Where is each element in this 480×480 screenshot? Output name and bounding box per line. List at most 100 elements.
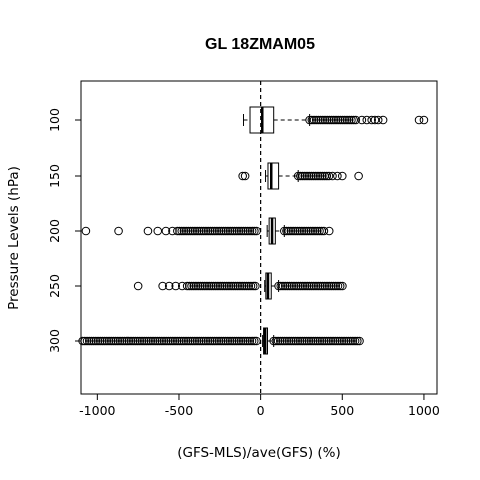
outlier-point: [317, 336, 327, 346]
outlier-point: [291, 336, 300, 346]
outlier-point: [170, 336, 180, 346]
outlier-point: [78, 336, 87, 346]
outlier-point: [283, 281, 292, 291]
outlier-point: [223, 226, 233, 236]
outlier-point: [106, 336, 116, 346]
outlier-point: [311, 281, 321, 291]
outlier-point: [239, 226, 248, 236]
x-tick-label: 1000: [408, 403, 440, 418]
outlier-point: [285, 281, 294, 291]
outlier-point: [204, 281, 214, 291]
outlier-point: [206, 226, 215, 236]
outlier-point: [168, 336, 178, 346]
outlier-point: [133, 281, 143, 291]
plot-frame: [80, 80, 438, 395]
outlier-point: [148, 336, 158, 346]
outlier-point: [124, 336, 134, 346]
outlier-point: [293, 336, 303, 346]
outlier-point: [238, 336, 248, 346]
outlier-point: [199, 336, 208, 346]
outlier-point: [137, 336, 147, 346]
outlier-point: [337, 336, 347, 346]
outlier-point: [234, 336, 244, 346]
outlier-point: [177, 281, 187, 291]
outlier-point: [278, 336, 287, 346]
outlier-point: [195, 226, 204, 236]
x-tick-label: -1000: [79, 403, 115, 418]
outlier-point: [308, 226, 318, 236]
outlier-point: [91, 336, 101, 346]
y-tick-label: 300: [47, 329, 62, 353]
outlier-point: [302, 336, 311, 346]
outlier-point: [302, 281, 312, 291]
outlier-point: [419, 115, 429, 125]
outlier-point: [208, 226, 217, 236]
outlier-point: [166, 336, 175, 346]
outlier-point: [172, 336, 182, 346]
outlier-point: [318, 171, 327, 181]
outlier-point: [336, 115, 345, 125]
outlier-point: [241, 226, 250, 236]
outlier-point: [287, 281, 297, 291]
outlier-point: [211, 281, 221, 291]
outlier-point: [193, 281, 203, 291]
outlier-point: [191, 281, 201, 291]
outlier-point: [308, 336, 318, 346]
outlier-point: [300, 281, 310, 291]
outlier-point: [177, 226, 187, 236]
outlier-point: [199, 226, 209, 236]
outlier-point: [315, 226, 324, 236]
outlier-point: [189, 281, 199, 291]
outlier-point: [146, 336, 156, 346]
outlier-point: [188, 336, 197, 346]
outlier-point: [306, 336, 316, 346]
outlier-point: [143, 226, 153, 236]
outlier-point: [217, 226, 226, 236]
outlier-point: [89, 336, 98, 346]
outlier-point: [322, 336, 331, 346]
outlier-point: [213, 281, 223, 291]
outlier-point: [244, 281, 254, 291]
chart-title: GL 18ZMAM05: [205, 36, 315, 53]
outlier-point: [282, 226, 291, 236]
outlier-point: [201, 226, 211, 236]
outlier-point: [236, 226, 246, 236]
outlier-point: [316, 281, 325, 291]
outlier-point: [220, 281, 229, 291]
outlier-point: [209, 281, 218, 291]
outlier-point: [289, 281, 299, 291]
y-axis-label: Pressure Levels (hPa): [6, 166, 22, 310]
outlier-point: [313, 281, 323, 291]
outlier-point: [414, 115, 424, 125]
outlier-point: [81, 226, 91, 236]
outlier-point: [355, 336, 364, 346]
outlier-point: [280, 336, 289, 346]
outlier-point: [346, 336, 355, 346]
outlier-point: [177, 336, 186, 346]
outlier-point: [335, 336, 344, 346]
outlier-point: [329, 281, 338, 291]
outlier-point: [306, 226, 316, 236]
outlier-point: [242, 281, 251, 291]
outlier-point: [93, 336, 103, 346]
outlier-point: [218, 281, 227, 291]
outlier-point: [144, 336, 153, 346]
outlier-point: [155, 336, 164, 346]
outlier-point: [280, 226, 289, 236]
outlier-point: [297, 226, 307, 236]
outlier-point: [330, 336, 340, 346]
outlier-point: [300, 171, 310, 181]
outlier-point: [214, 226, 224, 236]
y-tick-label: 100: [47, 108, 62, 132]
outlier-point: [248, 281, 258, 291]
outlier-point: [233, 281, 243, 291]
outlier-point: [95, 336, 105, 346]
outlier-point: [210, 336, 219, 346]
outlier-point: [153, 336, 162, 346]
outlier-point: [219, 226, 228, 236]
x-tick-label: 500: [330, 403, 354, 418]
outlier-point: [208, 336, 217, 346]
outlier-point: [275, 336, 285, 346]
outlier-point: [271, 336, 281, 346]
outlier-point: [104, 336, 114, 346]
